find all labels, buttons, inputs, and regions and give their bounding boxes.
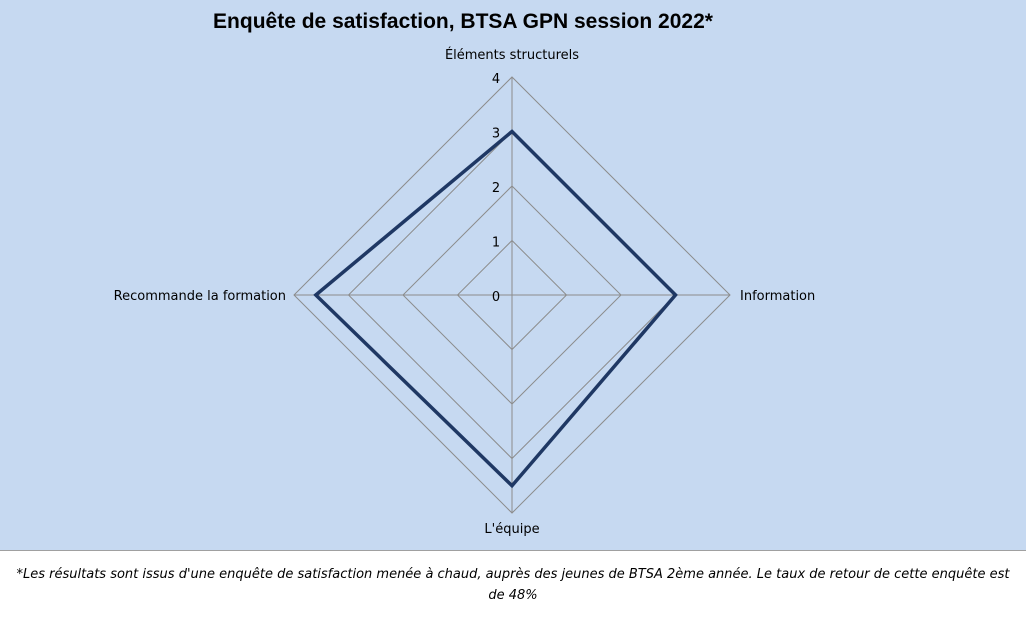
- tick-label: 0: [492, 290, 500, 305]
- tick-label: 1: [492, 236, 500, 251]
- tick-label: 4: [492, 72, 500, 87]
- chart-title: Enquête de satisfaction, BTSA GPN sessio…: [213, 10, 713, 33]
- footnote: *Les résultats sont issus d'une enquête …: [16, 567, 1010, 603]
- axis-label: Recommande la formation: [114, 289, 286, 304]
- axis-label: L'équipe: [484, 522, 539, 537]
- radar-chart: Éléments structurels Information L'équipe R…: [114, 47, 816, 537]
- tick-label: 2: [492, 181, 500, 196]
- axis-label: Éléments structurels: [445, 47, 579, 63]
- tick-label: 3: [492, 127, 500, 142]
- axis-label: Information: [740, 289, 815, 304]
- plot-area: [0, 0, 1026, 551]
